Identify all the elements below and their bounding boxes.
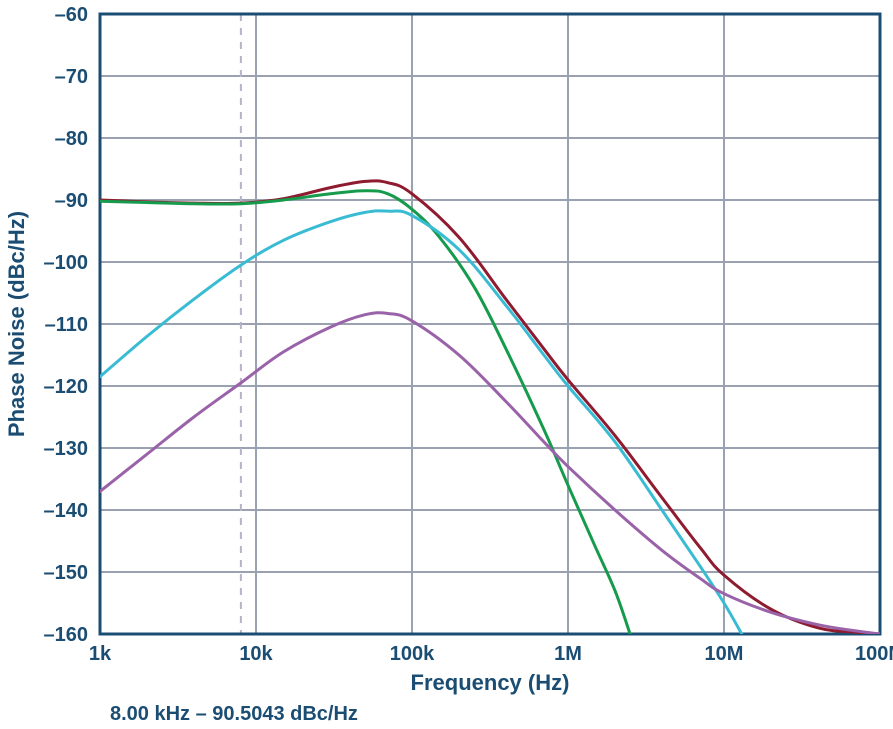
x-tick-label: 100M [855,643,893,665]
y-tick-label: –100 [44,252,89,274]
y-tick-label: –160 [44,624,89,646]
x-tick-label: 100k [390,643,435,665]
y-tick-label: –110 [45,314,88,336]
y-tick-label: –150 [44,562,89,584]
y-tick-label: –130 [44,438,89,460]
y-tick-label: –70 [55,66,88,88]
marker-readout: 8.00 kHz – 90.5043 dBc/Hz [110,703,358,725]
x-axis-label: Frequency (Hz) [411,670,570,695]
chart-svg: 1k 10k 100k 1M 10M 100M –60 –70 –80 –90 –100 –110 –1… [0,0,893,729]
x-tick-label: 1k [89,643,112,665]
y-tick-label: –140 [44,500,89,522]
x-tick-label: 1M [554,643,582,665]
y-tick-label: –120 [44,376,89,398]
y-axis-label: Phase Noise (dBc/Hz) [4,211,29,437]
y-tick-label: –80 [55,128,88,150]
y-tick-label: –60 [55,4,88,26]
x-tick-label: 10k [239,643,273,665]
y-tick-label: –90 [55,190,88,212]
phase-noise-chart: 1k 10k 100k 1M 10M 100M –60 –70 –80 –90 –100 –110 –1… [0,0,893,729]
x-tick-label: 10M [705,643,744,665]
